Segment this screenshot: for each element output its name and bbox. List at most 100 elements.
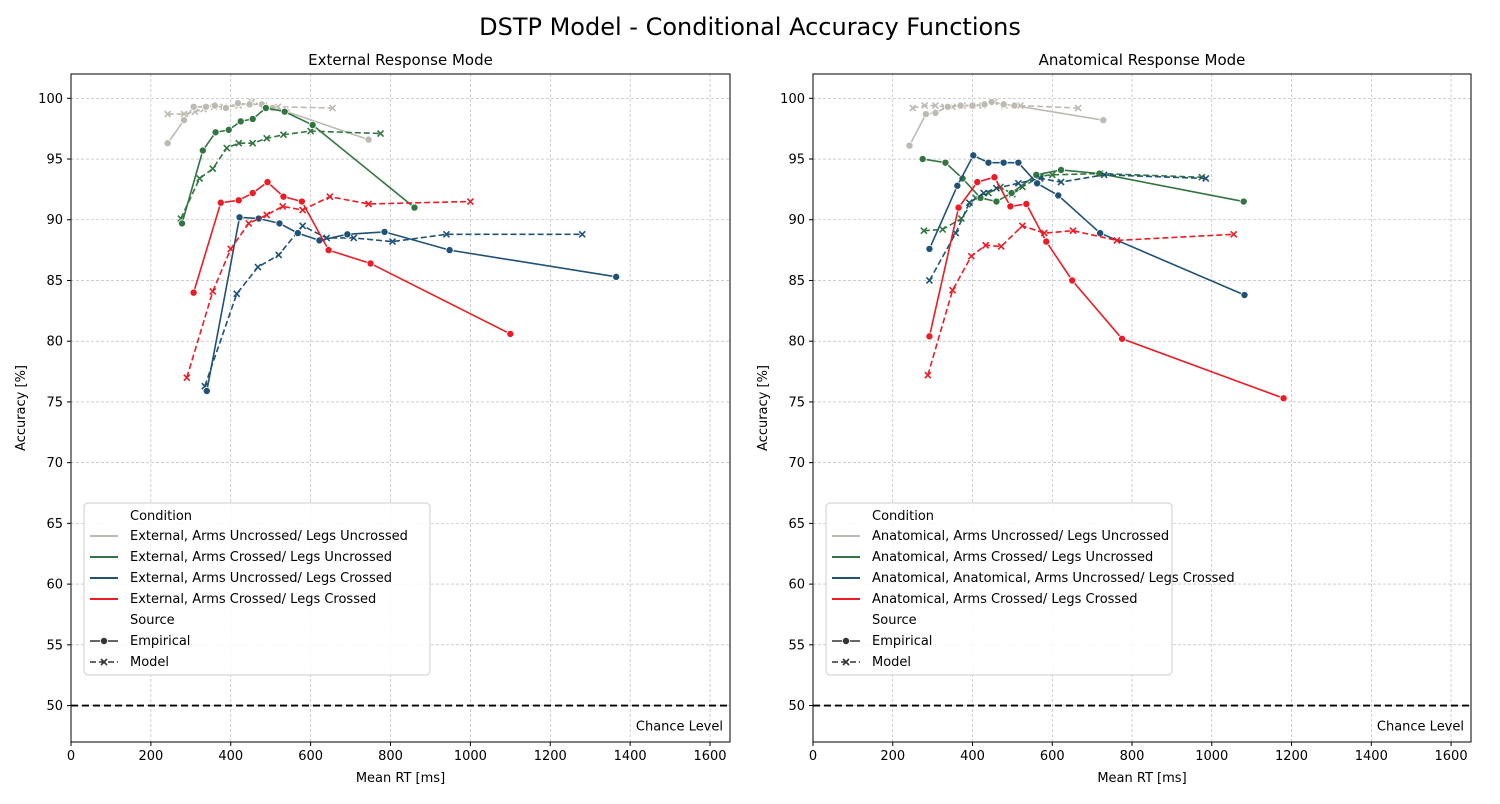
legend-condition-label: External, Arms Crossed/ Legs Uncrossed	[130, 550, 392, 565]
y-tick-label: 65	[788, 517, 805, 532]
y-tick-label: 75	[46, 395, 63, 410]
model-point-stroke	[196, 174, 204, 183]
model-point	[196, 174, 204, 183]
empirical-point	[1010, 101, 1019, 110]
x-tick-label: 1400	[1355, 749, 1388, 764]
empirical-point	[1042, 237, 1051, 246]
empirical-point	[202, 386, 211, 395]
empirical-point	[343, 230, 352, 239]
y-tick-label: 90	[788, 213, 805, 228]
model-point	[299, 206, 307, 214]
x-axis-label: Mean RT [ms]	[1097, 771, 1186, 786]
model-point	[1014, 179, 1022, 187]
model-point	[909, 104, 917, 112]
legend-source-heading: Source	[130, 613, 175, 628]
model-point-stroke	[364, 200, 373, 208]
y-tick-label: 65	[46, 517, 63, 532]
empirical-point	[1239, 197, 1248, 206]
empirical-point	[445, 246, 454, 255]
empirical-point	[210, 101, 219, 110]
model-point-stroke	[982, 241, 990, 249]
empirical-point	[248, 114, 257, 123]
empirical-point	[987, 97, 996, 106]
legend-condition-label: External, Arms Uncrossed/ Legs Uncrossed	[130, 529, 408, 544]
model-point-stroke	[164, 110, 172, 118]
model-point	[388, 238, 397, 246]
model-point	[578, 230, 586, 238]
model-point-stroke	[235, 139, 243, 147]
empirical-point	[180, 116, 189, 125]
empirical-point	[990, 173, 999, 182]
x-tick-label: 600	[1040, 749, 1065, 764]
model-line	[923, 172, 1202, 232]
legend-model-marker	[842, 658, 850, 666]
model-point-stroke	[466, 197, 474, 206]
legend-condition-label: External, Arms Uncrossed/ Legs Crossed	[130, 571, 392, 586]
empirical-point	[263, 178, 272, 187]
legend-source-label: Empirical	[872, 634, 932, 649]
legend-condition-label: Anatomical, Arms Uncrossed/ Legs Uncross…	[872, 529, 1169, 544]
model-point-stroke	[1074, 104, 1082, 112]
model-point-stroke	[350, 234, 358, 242]
empirical-point	[201, 102, 210, 111]
model-point	[1198, 173, 1206, 181]
model-point-stroke	[1016, 102, 1024, 110]
model-point	[164, 110, 172, 118]
model-point	[997, 242, 1005, 251]
y-tick-label: 95	[788, 153, 805, 168]
empirical-point	[612, 272, 621, 281]
empirical-point	[189, 288, 198, 297]
empirical-point	[254, 214, 263, 223]
panel-title: External Response Mode	[308, 51, 493, 69]
model-point	[1040, 229, 1048, 237]
model-point	[227, 245, 235, 253]
axes-frame	[70, 73, 731, 743]
empirical-line	[192, 181, 511, 335]
model-point	[254, 263, 262, 271]
empirical-point	[236, 117, 245, 126]
model-point-stroke	[299, 206, 307, 214]
model-point-stroke	[1100, 171, 1108, 179]
legend-frame	[825, 502, 1173, 676]
axes-frame	[812, 73, 1472, 743]
y-tick-label: 50	[788, 699, 805, 714]
model-point	[323, 234, 331, 242]
y-tick-label: 85	[46, 274, 63, 289]
model-point	[1074, 104, 1082, 112]
model-point-stroke	[323, 234, 331, 242]
empirical-point	[1006, 202, 1015, 211]
empirical-point	[1022, 199, 1031, 208]
empirical-line	[928, 154, 1245, 296]
model-point	[925, 276, 934, 285]
series-anatomical-arms-uncrossed-legs-uncrossed	[905, 97, 1108, 150]
empirical-point	[245, 100, 254, 109]
series-external-arms-crossed-legs-crossed	[183, 178, 515, 382]
model-point-stroke	[275, 251, 283, 259]
model-point	[326, 193, 334, 201]
model-point	[329, 104, 337, 112]
model-point	[275, 251, 283, 259]
model-point-stroke	[223, 144, 231, 152]
model-point-stroke	[329, 104, 337, 112]
legend-condition-label: External, Arms Crossed/ Legs Crossed	[130, 592, 376, 607]
legend-source-label: Model	[872, 655, 911, 670]
empirical-point	[216, 198, 225, 207]
y-tick-label: 70	[46, 456, 63, 471]
model-point	[223, 144, 231, 152]
legend-empirical-marker	[100, 637, 109, 646]
model-point-stroke	[925, 276, 934, 285]
model-point-stroke	[376, 129, 385, 138]
model-point-stroke	[1113, 236, 1121, 244]
y-tick-label: 80	[46, 335, 63, 350]
empirical-point	[211, 128, 220, 137]
empirical-point	[969, 151, 978, 160]
empirical-line	[181, 107, 415, 224]
model-point	[1048, 171, 1056, 179]
model-point	[980, 189, 988, 197]
legend-condition-label: Anatomical, Anatomical, Arms Uncrossed/ …	[872, 571, 1235, 586]
empirical-point	[235, 213, 244, 222]
empirical-point	[410, 203, 419, 212]
model-point	[1016, 102, 1024, 110]
empirical-point	[953, 181, 962, 190]
legend-condition-label: Anatomical, Arms Crossed/ Legs Uncrossed	[872, 550, 1153, 565]
